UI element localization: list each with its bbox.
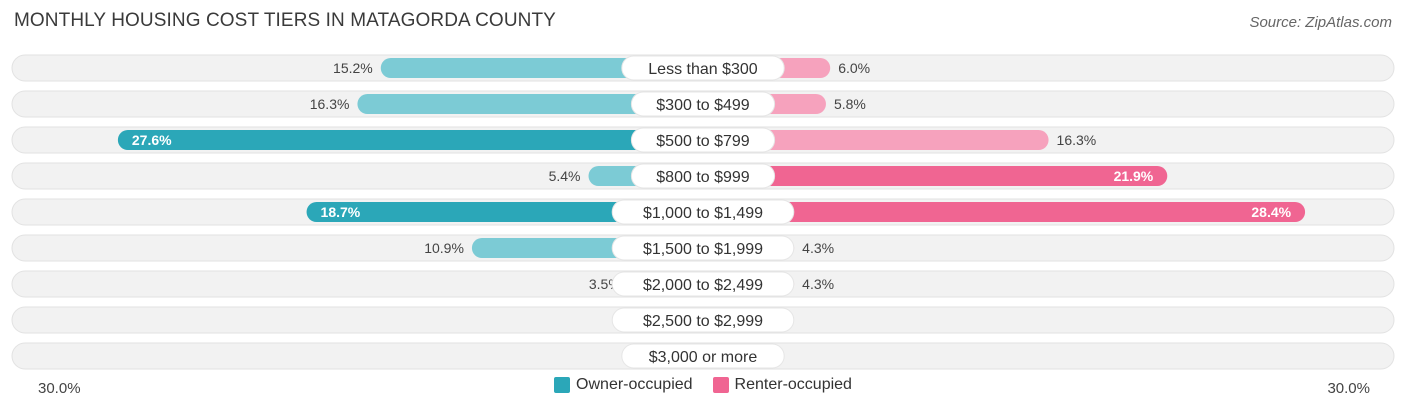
legend-swatch-owner <box>554 377 571 393</box>
category-pill <box>621 55 785 81</box>
category-label: $500 to $799 <box>656 133 750 150</box>
category-pill <box>611 235 795 261</box>
category-pill <box>630 91 776 117</box>
category-pill <box>611 271 795 297</box>
owner-bar <box>357 94 703 114</box>
category-label: Less than $300 <box>648 61 758 78</box>
renter-bar <box>703 130 1049 150</box>
renter-value-label: 16.3% <box>1057 132 1097 148</box>
legend-label-renter: Renter-occupied <box>734 376 852 393</box>
renter-bar <box>703 202 1306 222</box>
source-note: Source: ZipAtlas.com <box>1249 14 1392 31</box>
category-label: $3,000 or more <box>649 349 758 366</box>
category-label: $300 to $499 <box>656 97 750 114</box>
category-pill <box>630 127 776 153</box>
renter-value-label: 4.3% <box>802 240 834 256</box>
renter-bar <box>703 166 1168 186</box>
renter-value-label: 5.8% <box>834 96 866 112</box>
owner-value-label: 27.6% <box>132 132 172 148</box>
category-pill <box>630 163 776 189</box>
legend-item-renter: Renter-occupied <box>712 376 852 394</box>
chart-title: MONTHLY HOUSING COST TIERS IN MATAGORDA … <box>14 10 556 31</box>
legend: Owner-occupied Renter-occupied <box>0 376 1406 394</box>
category-label: $800 to $999 <box>656 169 750 186</box>
owner-value-label: 18.7% <box>321 204 361 220</box>
category-label: $2,000 to $2,499 <box>643 277 763 294</box>
renter-value-label: 6.0% <box>838 60 870 76</box>
owner-value-label: 15.2% <box>333 60 373 76</box>
owner-value-label: 16.3% <box>310 96 350 112</box>
legend-label-owner: Owner-occupied <box>576 376 693 393</box>
legend-item-owner: Owner-occupied <box>554 376 693 394</box>
renter-value-label: 28.4% <box>1251 204 1291 220</box>
owner-value-label: 10.9% <box>424 240 464 256</box>
renter-value-label: 4.3% <box>802 276 834 292</box>
category-label: $1,000 to $1,499 <box>643 205 763 222</box>
category-label: $1,500 to $1,999 <box>643 241 763 258</box>
axis-left-label: 30.0% <box>38 380 81 397</box>
category-label: $2,500 to $2,999 <box>643 313 763 330</box>
owner-value-label: 5.4% <box>549 168 581 184</box>
category-pill <box>611 307 795 333</box>
legend-swatch-renter <box>712 377 729 393</box>
chart-canvas: 15.2% 6.0% Less than $300 16.3% 5.8% $300 to … <box>11 54 1395 370</box>
category-pill <box>621 343 785 369</box>
renter-value-label: 21.9% <box>1114 168 1154 184</box>
owner-bar <box>306 202 703 222</box>
category-pill <box>611 199 795 225</box>
owner-bar <box>117 130 703 150</box>
axis-right-label: 30.0% <box>1327 380 1370 397</box>
